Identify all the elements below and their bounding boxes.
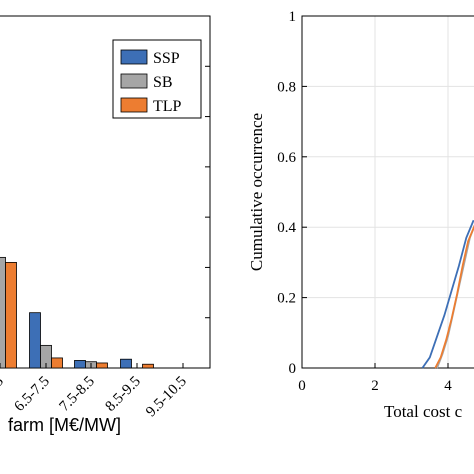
bar-tlp	[51, 357, 63, 369]
right-x-tick-labels: 0 2 4	[298, 363, 452, 394]
left-x-tick-labels: 6.5 6.5-7.5 7.5-8.5 8.5-9.5 9.5-10.5	[0, 374, 190, 421]
histogram-bars	[0, 256, 184, 369]
right-y-tick-label: 0.6	[277, 150, 296, 166]
legend-items: SSP SB TLP	[120, 49, 182, 115]
cdf-line-1	[436, 224, 474, 369]
legend-swatch-sb	[120, 73, 148, 89]
cdf-lines	[421, 219, 474, 369]
legend-label-sb: SB	[153, 74, 173, 91]
bar-ssp	[120, 358, 132, 369]
right-y-tick-label: 0.8	[277, 79, 296, 95]
right-axes-frame	[301, 15, 474, 369]
left-x-tick-label: 9.5-10.5	[143, 374, 190, 421]
left-x-tick-label: 6.5-7.5	[11, 374, 52, 415]
bar-ssp	[29, 312, 41, 369]
right-y-axis-label: Cumulative occurrence	[247, 113, 266, 271]
cdf-line-0	[421, 219, 474, 369]
legend-label-ssp: SSP	[153, 50, 180, 67]
right-y-tick-labels: 0 0.2 0.4 0.6 0.8 1	[277, 9, 307, 377]
left-x-tick-label: 8.5-9.5	[102, 374, 143, 415]
bar-tlp	[5, 261, 17, 369]
right-x-tick-label: 2	[371, 378, 379, 394]
legend-swatch-ssp	[120, 49, 148, 65]
right-x-tick-label: 4	[444, 378, 452, 394]
right-x-axis-label: Total cost c	[384, 402, 463, 421]
legend-swatch-tlp	[120, 97, 148, 113]
left-x-axis-label: farm [M€/MW]	[8, 415, 121, 435]
right-y-tick-label: 0.4	[277, 220, 296, 236]
right-y-tick-label: 1	[289, 9, 297, 25]
bar-tlp	[96, 362, 108, 369]
left-x-tick-label: 6.5	[0, 374, 7, 399]
right-y-tick-label: 0.2	[277, 291, 296, 307]
left-y-ticks	[205, 65, 210, 319]
bar-tlp	[142, 363, 154, 369]
left-x-tick-label: 7.5-8.5	[56, 374, 97, 415]
legend: SSP SB TLP	[112, 39, 202, 119]
right-grid	[301, 15, 474, 369]
cdf-panel: 0 0.2 0.4 0.6 0.8 1 0 2 4 Cumulative occurrence…	[247, 9, 474, 421]
bar-ssp	[74, 360, 86, 369]
legend-label-tlp: TLP	[153, 98, 182, 115]
right-y-tick-label: 0	[289, 361, 297, 377]
right-x-tick-label: 0	[298, 378, 306, 394]
bar-sb	[0, 256, 6, 369]
cdf-line-2	[434, 224, 474, 369]
histogram-panel: 6.5 6.5-7.5 7.5-8.5 8.5-9.5 9.5-10.5 farm [M…	[0, 15, 211, 435]
